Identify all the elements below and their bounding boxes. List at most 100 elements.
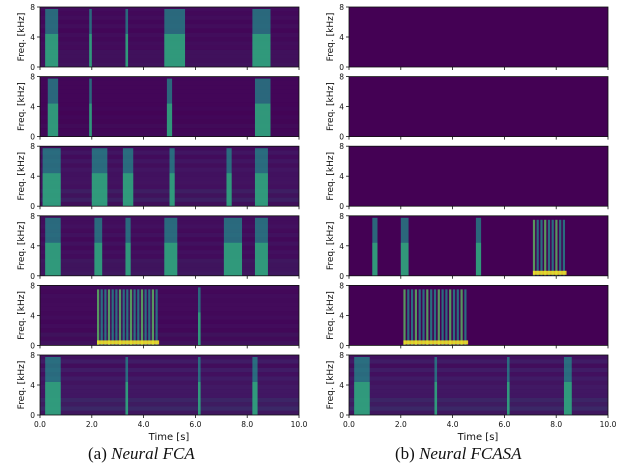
speech-region-low [254, 103, 271, 137]
noise-band [349, 402, 608, 407]
speech-region-low [254, 173, 268, 207]
speech-region-low [475, 242, 482, 276]
speech-stroke [407, 289, 410, 346]
speech-stroke [555, 219, 558, 276]
speech-stroke [433, 289, 437, 346]
speech-region-low [164, 34, 186, 67]
panel-background [349, 146, 608, 207]
noise-band [40, 285, 299, 290]
speech-stroke [100, 289, 103, 346]
y-axis-label: Freq. [kHz] [326, 221, 336, 270]
speech-region-low [400, 242, 409, 276]
noise-band [40, 363, 299, 368]
noise-band [349, 410, 608, 415]
speech-stroke [97, 289, 100, 346]
noise-band [40, 389, 299, 394]
xlabel-left: Time [s] [148, 432, 190, 443]
speech-stroke [118, 289, 122, 346]
speech-stroke [437, 289, 440, 346]
y-tick-label: 0 [30, 272, 35, 281]
y-tick-label: 0 [30, 411, 35, 420]
y-tick-label: 4 [30, 242, 35, 251]
noise-band [40, 393, 299, 398]
caption-a-name: Neural FCA [111, 444, 195, 463]
speech-region-low [45, 34, 59, 67]
y-tick-label: 4 [30, 381, 35, 390]
speech-region-low [47, 103, 59, 137]
speech-region-low [164, 242, 178, 276]
speech-stroke [460, 289, 463, 346]
y-tick-label: 8 [339, 73, 344, 82]
speech-stroke [544, 219, 547, 276]
speech-stroke [464, 289, 467, 346]
y-tick-label: 0 [30, 202, 35, 211]
x-tick-label: 10.0 [291, 420, 308, 429]
caption-a-prefix: (a) [88, 444, 112, 463]
speech-stroke [456, 289, 459, 346]
speech-region-low [563, 382, 572, 415]
noise-band [349, 393, 608, 398]
y-tick-label: 4 [339, 33, 344, 42]
noise-band [40, 376, 299, 381]
noise-band [349, 397, 608, 403]
speech-region-low [354, 382, 370, 415]
noise-band [40, 302, 299, 307]
y-tick-label: 0 [339, 341, 344, 350]
panel-background [40, 285, 299, 346]
speech-stroke [148, 289, 151, 346]
y-tick-label: 8 [339, 351, 344, 360]
x-tick-label: 8.0 [550, 420, 562, 429]
y-tick-label: 4 [30, 311, 35, 320]
noise-band [40, 372, 299, 377]
noise-band [40, 319, 299, 324]
noise-band [349, 389, 608, 394]
y-axis-label: Freq. [kHz] [17, 291, 27, 340]
x-tick-label: 2.0 [395, 420, 407, 429]
y-tick-label: 0 [339, 133, 344, 142]
speech-stroke [126, 289, 129, 346]
speech-region-low [197, 312, 201, 346]
speech-stroke [129, 289, 133, 346]
y-tick-label: 4 [30, 172, 35, 181]
noise-band [40, 385, 299, 390]
noise-band [349, 359, 608, 364]
y-tick-label: 4 [30, 103, 35, 112]
y-axis-label: Freq. [kHz] [17, 361, 27, 410]
x-tick-label: 6.0 [189, 420, 201, 429]
speech-region-low [169, 173, 175, 207]
speech-region-low [166, 103, 173, 137]
x-tick-label: 10.0 [600, 420, 617, 429]
y-tick-label: 0 [30, 341, 35, 350]
speech-stroke [151, 289, 154, 346]
noise-band [40, 380, 299, 385]
speech-region-low [226, 173, 232, 207]
speech-region-low [197, 382, 201, 415]
speech-stroke [411, 289, 414, 346]
speech-region-low [125, 382, 129, 415]
y-tick-label: 8 [30, 212, 35, 221]
x-tick-label: 8.0 [241, 420, 253, 429]
x-tick-label: 6.0 [498, 420, 510, 429]
speech-region-low [125, 242, 131, 276]
xlabel-right: Time [s] [457, 432, 499, 443]
low-freq-energy [96, 340, 160, 345]
noise-band [40, 406, 299, 411]
speech-region-low [45, 382, 61, 415]
y-axis-label: Freq. [kHz] [326, 82, 336, 131]
noise-band [40, 332, 299, 337]
noise-band [40, 315, 299, 320]
speech-stroke [452, 289, 456, 346]
speech-stroke [111, 289, 114, 346]
speech-stroke [133, 289, 136, 346]
speech-region-low [252, 34, 271, 67]
speech-stroke [441, 289, 444, 346]
noise-band [40, 410, 299, 415]
